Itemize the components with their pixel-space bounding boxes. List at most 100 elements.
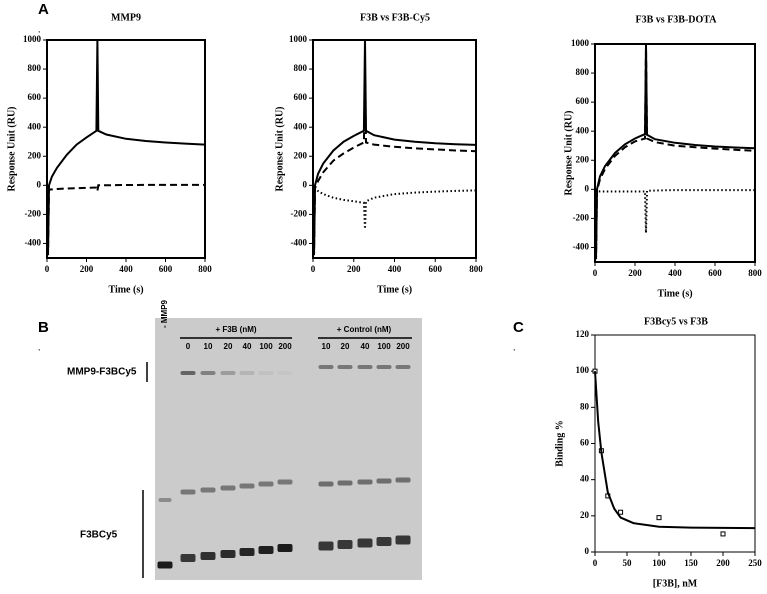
line [46,39,206,256]
y-tick-label: 800 [28,63,42,73]
chart-title: F3Bcy5 vs F3B [644,316,708,327]
x-tick-label: 400 [119,264,133,274]
y-tick-label: -200 [291,208,308,218]
x-tick-label: 800 [748,268,762,278]
y-tick-label: 400 [28,121,42,131]
x-tick-label: 0 [593,268,598,278]
lane-label: 20 [224,342,233,351]
y-tick-label: 1000 [571,38,590,48]
lane-label: 40 [243,342,252,351]
gel-band [376,365,392,369]
gel-band [258,371,274,375]
x-tick-label: 0 [593,558,598,568]
y-tick-label: 40 [580,474,590,484]
gel-band [337,540,353,549]
y-tick-label: 400 [576,125,590,135]
line [312,185,477,256]
gel-band [157,561,173,569]
gel-band [337,365,353,369]
gel-band [239,371,255,375]
y-tick-label: 0 [37,179,42,189]
band-label: F3BCy5 [80,530,118,541]
y-tick-label: -200 [25,208,42,218]
chart-title: MMP9 [111,12,141,23]
gel-band [318,365,334,369]
group-label: + F3B (nM) [215,325,256,334]
x-tick-label: 600 [429,264,443,274]
x-tick-label: 0 [311,264,316,274]
gel-band [357,479,373,485]
x-tick-label: 200 [716,558,730,568]
y-axis-label: Response Unit (RU) [563,111,574,196]
panel-dot: . [38,24,41,35]
y-tick-label: -200 [573,212,590,222]
y-tick-label: 20 [580,510,590,520]
x-tick-label: 150 [684,558,698,568]
y-tick-label: 100 [576,365,590,375]
band-label: MMP9-F3BCy5 [67,367,137,378]
x-tick-label: 100 [652,558,666,568]
panel-label: A [38,1,49,18]
gel-bands [157,365,411,569]
line [594,371,756,530]
gel-band [376,478,392,484]
plot-frame [46,39,206,259]
point [656,515,662,521]
plot-frame [312,39,477,259]
point [720,531,726,537]
gel-band [239,483,255,489]
line [46,183,205,256]
gel-band [337,480,353,486]
gel-band [158,498,172,502]
panel-label: C [513,319,524,336]
y-tick-label: 60 [580,438,590,448]
line [594,189,755,260]
gel-band [200,371,216,375]
y-tick-label: 0 [585,546,590,556]
gel-band [180,554,196,562]
x-tick-label: 800 [469,264,483,274]
lane-label: 20 [341,342,350,351]
gel-band [318,541,334,551]
x-axis-label: Time (s) [377,284,412,295]
gel-band [376,537,392,546]
y-tick-label: 800 [576,67,590,77]
x-axis-label: Time (s) [108,284,143,295]
x-tick-label: 600 [708,268,722,278]
lane-label: 10 [322,342,331,351]
x-tick-label: 0 [45,264,50,274]
y-axis-label: Binding % [554,420,565,466]
point [618,509,624,515]
x-tick-label: 200 [80,264,94,274]
gel-band [239,548,255,556]
x-tick-label: 50 [623,558,633,568]
gel-band [180,489,196,495]
gel-band [357,538,373,548]
gel-band [180,371,196,375]
lane-label: - MMP9 [160,299,169,328]
gel-band [357,365,373,369]
chart-title: F3B vs F3B-Cy5 [360,12,430,23]
panel-label: B [38,319,49,336]
x-tick-label: 200 [347,264,361,274]
lane-label: 100 [377,342,391,351]
y-tick-label: 0 [585,183,590,193]
lane-label: 200 [396,342,410,351]
gel-band [200,487,216,493]
gel-band [200,552,216,560]
gel-band [220,371,236,375]
y-tick-label: 600 [294,92,308,102]
line [594,43,756,260]
lane-label: 10 [204,342,213,351]
gel-band [277,544,293,552]
y-tick-label: 200 [576,154,590,164]
gel-band [278,371,293,375]
y-tick-label: 120 [576,329,590,339]
gel-band [258,546,274,554]
gel-band [220,550,236,558]
x-tick-label: 250 [748,558,762,568]
gel-band [395,535,411,545]
x-tick-label: 600 [159,264,173,274]
gel-band [318,481,334,487]
gel-band [220,485,236,491]
